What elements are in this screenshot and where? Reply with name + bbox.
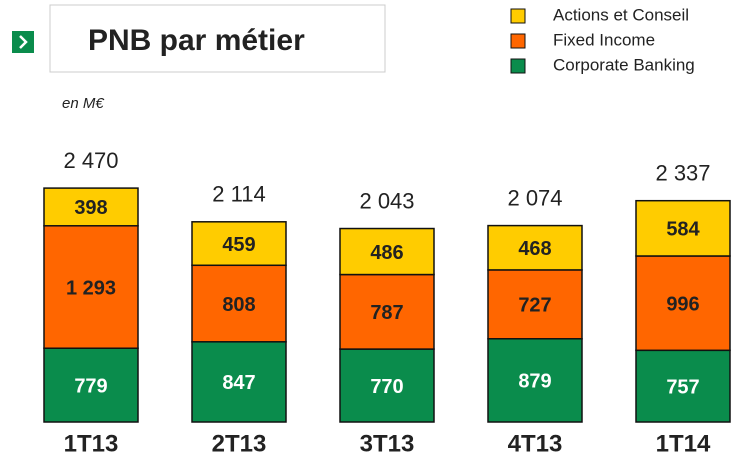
- value-label: 486: [370, 242, 403, 264]
- value-label: 459: [222, 234, 255, 256]
- bar-segment: [191, 221, 287, 267]
- bar-segment: [43, 347, 139, 423]
- bar-segment: [635, 255, 731, 352]
- legend-swatch: [510, 33, 526, 49]
- total-label: 2 074: [507, 185, 562, 210]
- value-label: 770: [370, 376, 403, 398]
- value-label: 1 293: [66, 277, 116, 299]
- legend-label: Corporate Banking: [553, 55, 695, 74]
- bar-segment: [487, 224, 583, 271]
- bar-segment: [191, 264, 287, 343]
- bar-segment: [339, 348, 435, 423]
- bar-segment: [339, 273, 435, 350]
- chevron-icon: [12, 31, 34, 53]
- bar-segment: [487, 269, 583, 340]
- value-label: 468: [518, 238, 551, 260]
- value-label: 584: [666, 219, 700, 241]
- total-label: 2 043: [359, 188, 414, 213]
- bar-segment: [339, 227, 435, 276]
- bar-segment: [487, 338, 583, 423]
- value-label: 808: [222, 294, 255, 316]
- legend-label: Fixed Income: [553, 30, 655, 49]
- bar-segment: [635, 199, 731, 257]
- chevron: [19, 35, 28, 49]
- title-box: [49, 4, 386, 73]
- x-tick-label: 2T13: [212, 430, 267, 457]
- legend-swatch: [510, 8, 526, 24]
- value-label: 779: [74, 375, 107, 397]
- x-tick-label: 1T14: [656, 430, 711, 457]
- value-label: 996: [666, 293, 699, 315]
- value-label: 727: [518, 295, 551, 317]
- value-label: 398: [74, 197, 107, 219]
- chart-title: PNB par métier: [88, 24, 305, 57]
- bar-segment: [43, 187, 139, 227]
- value-label: 787: [370, 302, 403, 324]
- x-tick-label: 1T13: [64, 430, 119, 457]
- value-label: 879: [518, 371, 551, 393]
- subtitle: en M€: [62, 95, 104, 112]
- value-label: 847: [222, 372, 255, 394]
- total-label: 2 337: [655, 160, 710, 185]
- total-label: 2 114: [212, 182, 265, 207]
- legend-swatch: [510, 58, 526, 74]
- bar-segment: [635, 349, 731, 423]
- bar-segment: [191, 341, 287, 423]
- total-label: 2 470: [63, 148, 118, 173]
- legend-label: Actions et Conseil: [553, 5, 689, 24]
- value-label: 757: [666, 376, 699, 398]
- x-tick-label: 4T13: [508, 430, 563, 457]
- x-tick-label: 3T13: [360, 430, 415, 457]
